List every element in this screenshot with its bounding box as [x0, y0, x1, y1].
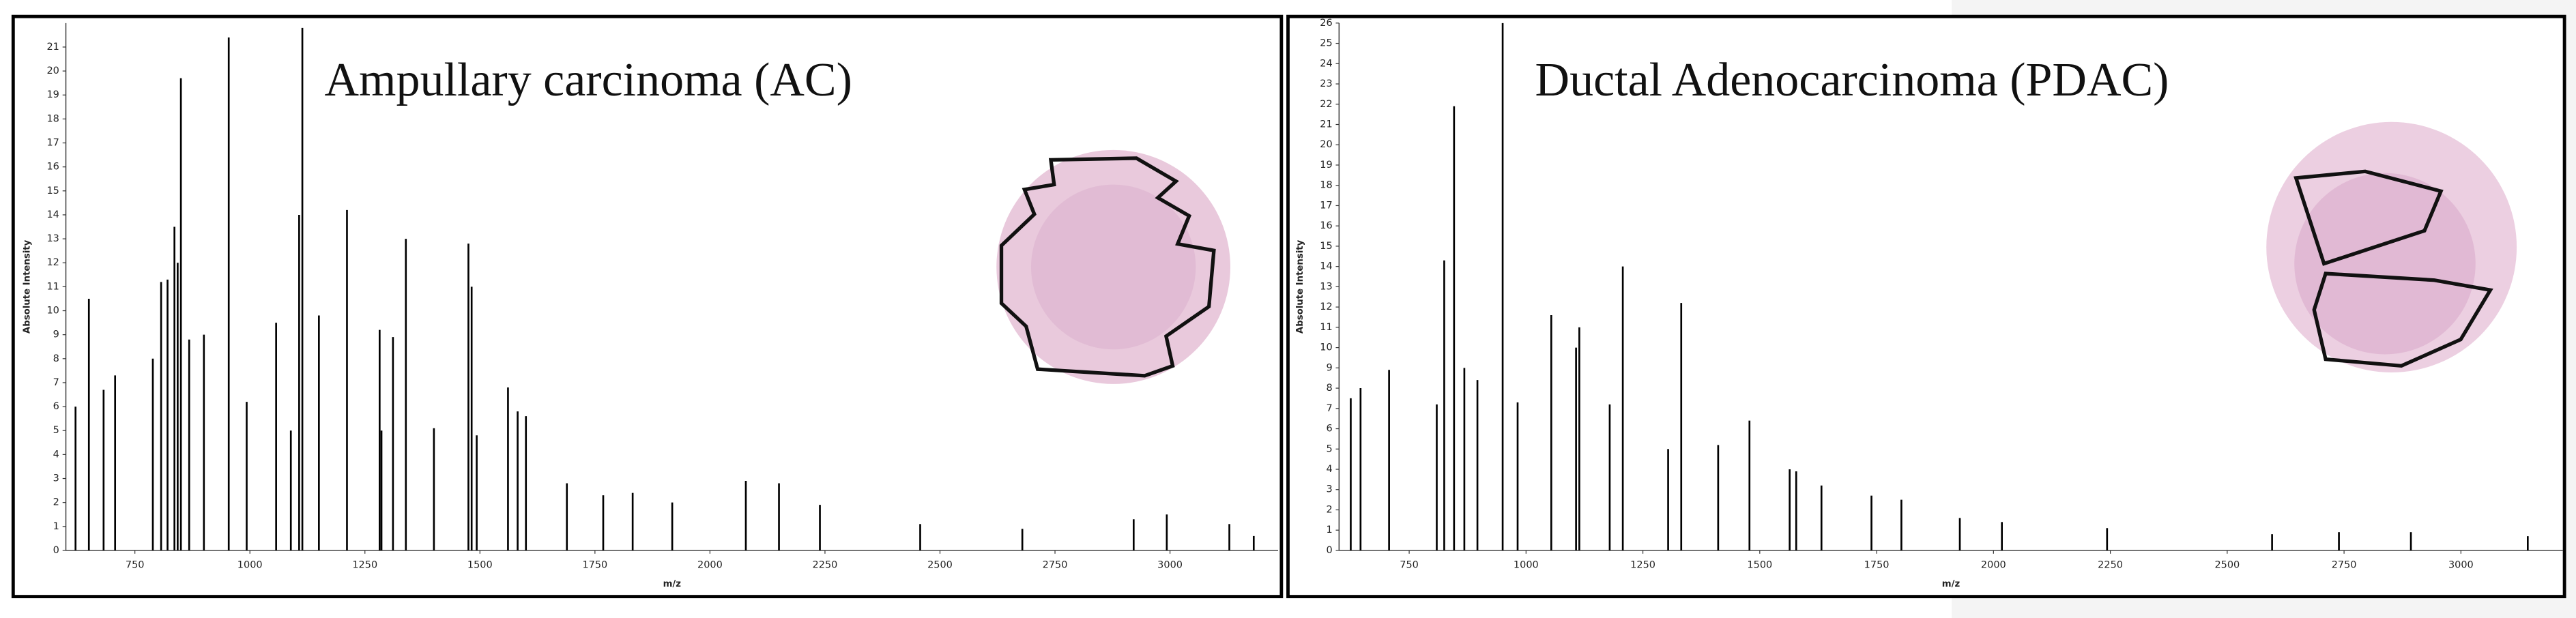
- y-tick-label: 12: [46, 257, 59, 268]
- y-tick-label: 1: [53, 521, 59, 532]
- y-tick-label: 1: [1326, 525, 1332, 535]
- x-tick-label: 3000: [1157, 560, 1183, 571]
- y-tick-label: 7: [53, 377, 59, 388]
- x-tick-label: 1000: [1514, 560, 1539, 571]
- tissue-image: [2266, 121, 2517, 373]
- x-tick-label: 1750: [1864, 560, 1890, 571]
- x-tick-label: 2750: [2332, 560, 2357, 571]
- y-tick-label: 13: [1320, 281, 1332, 292]
- region-outline: [2312, 271, 2493, 368]
- x-axis-label: m/z: [1942, 579, 1960, 589]
- x-tick-label: 1000: [237, 560, 263, 571]
- y-axis-label: Absolute Intensity: [1295, 239, 1305, 334]
- x-tick-label: 750: [1400, 560, 1419, 571]
- tissue-texture: [2294, 173, 2476, 355]
- y-tick-label: 10: [1320, 342, 1332, 353]
- y-tick-label: 8: [1326, 383, 1332, 394]
- y-tick-label: 2: [1326, 504, 1332, 515]
- y-tick-label: 8: [53, 353, 59, 364]
- y-tick-label: 12: [1320, 301, 1332, 312]
- y-tick-label: 14: [1320, 261, 1332, 272]
- y-tick-label: 20: [1320, 139, 1332, 150]
- x-tick-label: 750: [126, 560, 145, 571]
- y-tick-label: 15: [1320, 241, 1332, 252]
- y-tick-label: 0: [1326, 545, 1332, 556]
- y-tick-label: 17: [1320, 200, 1332, 211]
- y-tick-label: 0: [53, 545, 59, 556]
- y-tick-label: 21: [1320, 119, 1332, 130]
- x-tick-label: 2500: [927, 560, 953, 571]
- x-tick-label: 2000: [697, 560, 723, 571]
- y-tick-label: 6: [1326, 424, 1332, 435]
- chart-title: Ductal Adenocarcinoma (PDAC): [1535, 54, 2169, 106]
- y-tick-label: 22: [1320, 99, 1332, 110]
- x-tick-label: 3000: [2448, 560, 2474, 571]
- y-tick-label: 4: [1326, 464, 1332, 475]
- y-tick-label: 24: [1320, 58, 1332, 69]
- y-tick-label: 20: [46, 65, 59, 76]
- y-tick-label: 18: [46, 113, 59, 124]
- y-tick-label: 3: [1326, 484, 1332, 495]
- x-tick-label: 2750: [1043, 560, 1068, 571]
- x-tick-label: 1500: [1747, 560, 1772, 571]
- y-tick-label: 17: [46, 138, 59, 149]
- x-tick-label: 2250: [813, 560, 838, 571]
- y-tick-label: 13: [46, 233, 59, 244]
- tissue-image: [996, 149, 1231, 384]
- x-tick-label: 1250: [352, 560, 377, 571]
- y-tick-label: 14: [46, 209, 59, 220]
- y-tick-label: 19: [46, 89, 59, 100]
- y-tick-label: 10: [46, 306, 59, 317]
- x-tick-label: 2250: [2098, 560, 2123, 571]
- y-axis-label: Absolute Intensity: [22, 239, 32, 334]
- y-tick-label: 3: [53, 473, 59, 484]
- y-tick-label: 2: [53, 497, 59, 508]
- y-tick-label: 15: [46, 186, 59, 196]
- x-tick-label: 1500: [467, 560, 493, 571]
- x-tick-label: 2000: [1981, 560, 2006, 571]
- y-tick-label: 21: [46, 42, 59, 53]
- y-tick-label: 9: [53, 329, 59, 340]
- region-outline: [999, 156, 1216, 378]
- y-tick-label: 11: [1320, 322, 1332, 333]
- y-tick-label: 16: [46, 162, 59, 173]
- x-axis-label: m/z: [663, 579, 682, 589]
- x-tick-label: 2500: [2214, 560, 2240, 571]
- y-tick-label: 4: [53, 449, 59, 460]
- y-tick-label: 5: [53, 425, 59, 436]
- y-tick-label: 7: [1326, 403, 1332, 414]
- x-tick-label: 1750: [582, 560, 607, 571]
- tissue-texture: [1030, 184, 1196, 350]
- chart-title: Ampullary carcinoma (AC): [324, 54, 852, 106]
- y-tick-label: 19: [1320, 160, 1332, 171]
- x-tick-label: 1250: [1630, 560, 1655, 571]
- y-tick-label: 6: [53, 401, 59, 412]
- region-outline: [2293, 169, 2444, 266]
- y-tick-label: 9: [1326, 362, 1332, 373]
- y-tick-label: 5: [1326, 443, 1332, 454]
- y-tick-label: 16: [1320, 220, 1332, 231]
- y-tick-label: 26: [1320, 18, 1332, 29]
- y-tick-label: 11: [46, 281, 59, 292]
- y-tick-label: 18: [1320, 180, 1332, 191]
- y-tick-label: 25: [1320, 38, 1332, 49]
- y-tick-label: 23: [1320, 78, 1332, 89]
